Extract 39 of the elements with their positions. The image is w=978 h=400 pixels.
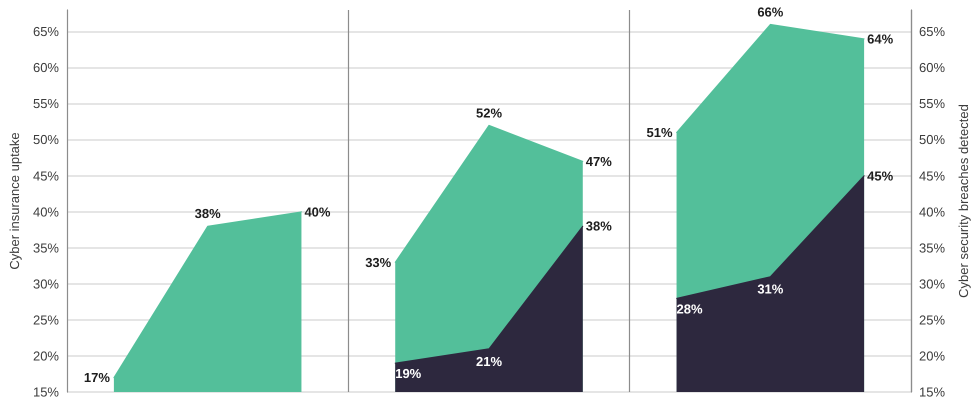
data-label: 28%: [676, 301, 704, 316]
y2-tick-label: 60%: [919, 60, 946, 76]
data-label: 52%: [476, 105, 502, 120]
y-tick-label: 50%: [32, 132, 60, 148]
data-label: 38%: [586, 218, 612, 234]
data-label: 31%: [757, 282, 784, 297]
y2-tick-label: 30%: [919, 276, 946, 292]
data-label: 47%: [586, 154, 612, 169]
data-label: 66%: [757, 4, 784, 20]
y-tick-label: 60%: [32, 60, 60, 76]
y2-tick-label: 65%: [919, 24, 946, 40]
data-label: 38%: [194, 206, 222, 222]
y2-tick-label: 25%: [919, 312, 946, 328]
data-label: 17%: [84, 370, 110, 386]
y-tick-label: 30%: [32, 276, 60, 292]
data-label: 21%: [476, 354, 502, 369]
y-tick-label: 15%: [32, 384, 60, 400]
y2-axis-title: Cyber security breaches detected: [956, 104, 971, 298]
y2-tick-label: 35%: [919, 240, 946, 256]
y-axis-title: Cyber insurance uptake: [7, 132, 22, 270]
y2-tick-label: 45%: [919, 168, 946, 184]
y2-tick-label: 20%: [919, 348, 946, 364]
data-label: 45%: [867, 168, 894, 184]
y-tick-label: 20%: [32, 348, 60, 364]
data-label: 19%: [395, 366, 422, 382]
y2-tick-label: 15%: [919, 384, 946, 400]
y-tick-label: 35%: [32, 240, 60, 256]
data-label: 64%: [867, 31, 894, 46]
y2-tick-label: 50%: [919, 132, 946, 148]
y-tick-label: 25%: [32, 312, 60, 328]
y-tick-label: 55%: [32, 96, 60, 112]
y2-tick-label: 55%: [919, 96, 946, 112]
data-label: 33%: [365, 254, 392, 270]
y-tick-label: 65%: [32, 24, 60, 40]
y-tick-label: 40%: [32, 204, 60, 220]
y-tick-label: 45%: [32, 168, 60, 184]
y2-tick-label: 40%: [919, 204, 946, 220]
data-label: 40%: [304, 204, 331, 220]
data-label: 51%: [646, 125, 673, 140]
